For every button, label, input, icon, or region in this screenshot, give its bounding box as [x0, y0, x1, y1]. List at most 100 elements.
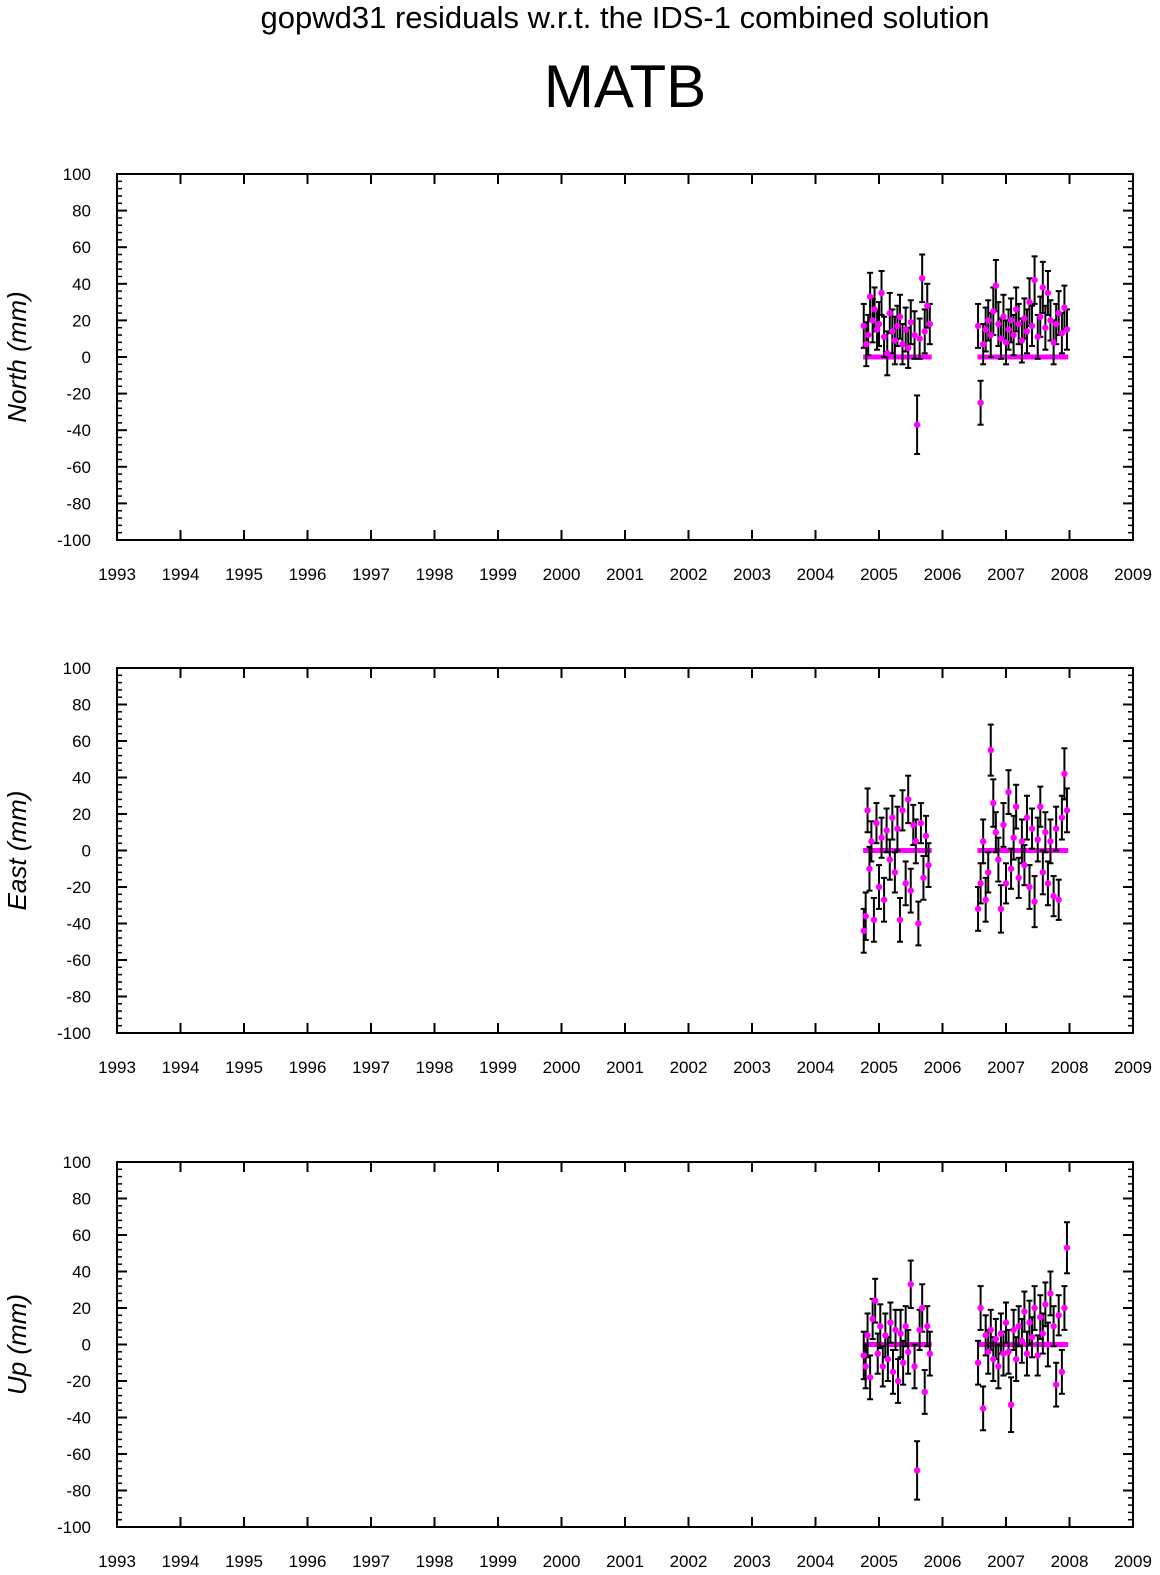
east-data-point [1061, 770, 1068, 778]
north-data-point [1063, 326, 1071, 333]
north-data-point [926, 320, 933, 328]
north-data-point [918, 275, 926, 282]
east-data-point [997, 905, 1005, 913]
north-data-point [896, 313, 904, 320]
east-data-point [1031, 898, 1038, 905]
east-data-point [1055, 896, 1062, 903]
east-xtick-label: 1998 [416, 1058, 454, 1077]
north-xtick-label: 1995 [225, 565, 263, 584]
north-xtick-label: 1998 [416, 565, 454, 584]
east-data-point [1002, 880, 1010, 887]
north-xtick-label: 2004 [797, 565, 835, 584]
north-data-point [891, 337, 899, 344]
north-data-point [995, 320, 1002, 328]
up-data-point [897, 1330, 904, 1337]
east-xtick-label: 1994 [162, 1058, 200, 1077]
north-data-point [1031, 276, 1038, 284]
up-data-point [1023, 1350, 1031, 1357]
north-data-point [884, 350, 891, 357]
up-xtick-label: 2008 [1051, 1552, 1089, 1571]
north-ylabel: North (mm) [2, 291, 32, 422]
north-xtick-label: 2002 [670, 565, 708, 584]
east-data-point [992, 829, 1000, 836]
north-ytick-label: -100 [57, 531, 91, 550]
up-data-point [871, 1297, 879, 1304]
north-xtick-label: 2007 [987, 565, 1025, 584]
north-data-point [1047, 317, 1054, 324]
east-data-point [889, 814, 896, 821]
north-data-point [987, 331, 994, 339]
east-data-point [1052, 825, 1060, 832]
east-data-point [985, 869, 992, 876]
east-ytick-label: -20 [66, 878, 91, 897]
up-data-point [979, 1405, 987, 1412]
up-xtick-label: 2003 [733, 1552, 771, 1571]
east-data-point [864, 807, 871, 814]
up-data-point [926, 1350, 933, 1357]
east-xtick-label: 1995 [225, 1058, 263, 1077]
up-data-point [982, 1332, 989, 1339]
north-data-point [1050, 339, 1057, 346]
north-data-point [911, 331, 918, 339]
up-data-point [1061, 1304, 1068, 1312]
east-data-point [1058, 814, 1066, 821]
east-data-point [915, 920, 922, 927]
east-data-point [1000, 821, 1007, 829]
up-data-point [869, 1315, 876, 1323]
up-xtick-label: 2006 [924, 1552, 962, 1571]
east-xtick-label: 2007 [987, 1058, 1025, 1077]
east-data-point [922, 832, 930, 840]
up-data-point [877, 1323, 884, 1330]
east-data-point [920, 874, 927, 882]
up-data-point [1031, 1304, 1038, 1312]
up-xtick-label: 2002 [670, 1552, 708, 1571]
north-ytick-label: -20 [66, 385, 91, 404]
east-data-point [1026, 883, 1033, 891]
north-data-point [873, 326, 881, 333]
up-data-point [866, 1374, 874, 1381]
north-data-point [921, 328, 928, 335]
east-data-point [899, 807, 906, 814]
up-data-point [864, 1332, 871, 1339]
up-ytick-label: 20 [72, 1299, 91, 1318]
north-ytick-label: -60 [66, 458, 91, 477]
north-data-point [863, 340, 870, 348]
north-data-point [1026, 298, 1033, 306]
up-data-point [1044, 1341, 1052, 1348]
east-data-point [1047, 838, 1054, 845]
east-ytick-label: 100 [63, 659, 91, 678]
up-data-point [1047, 1290, 1054, 1297]
up-xtick-label: 1993 [98, 1552, 136, 1571]
east-data-point [910, 821, 917, 829]
east-data-point [886, 856, 893, 863]
east-data-point [1028, 825, 1036, 832]
east-xtick-label: 1999 [479, 1058, 517, 1077]
up-data-point [997, 1330, 1005, 1337]
east-xtick-label: 2000 [543, 1058, 581, 1077]
up-data-point [1042, 1301, 1049, 1308]
north-data-point [1010, 331, 1017, 339]
east-data-point [995, 856, 1002, 863]
up-xtick-label: 2004 [797, 1552, 835, 1571]
north-data-point [992, 282, 1000, 289]
up-data-point [894, 1377, 902, 1385]
up-data-point [1021, 1308, 1028, 1315]
up-data-point [905, 1348, 912, 1356]
north-data-point [1034, 333, 1041, 341]
up-data-point [921, 1388, 928, 1396]
up-data-point [990, 1355, 997, 1363]
up-data-point [860, 1352, 867, 1359]
north-xtick-label: 2003 [733, 565, 771, 584]
north-data-point [913, 421, 921, 428]
north-xtick-label: 2008 [1051, 565, 1089, 584]
up-xtick-label: 1998 [416, 1552, 454, 1571]
east-xtick-label: 1993 [98, 1058, 136, 1077]
up-data-point [887, 1319, 894, 1326]
north-xtick-label: 2005 [860, 565, 898, 584]
north-data-point [1039, 284, 1047, 291]
up-panel: -100 -80 -60 -40 -20 0 20 40 60 80 100 1993 1994 1995… [2, 1153, 1152, 1571]
up-data-point [879, 1363, 887, 1370]
north-xtick-label: 1999 [479, 565, 517, 584]
east-xtick-label: 2004 [797, 1058, 835, 1077]
north-ytick-label: -80 [66, 494, 91, 513]
